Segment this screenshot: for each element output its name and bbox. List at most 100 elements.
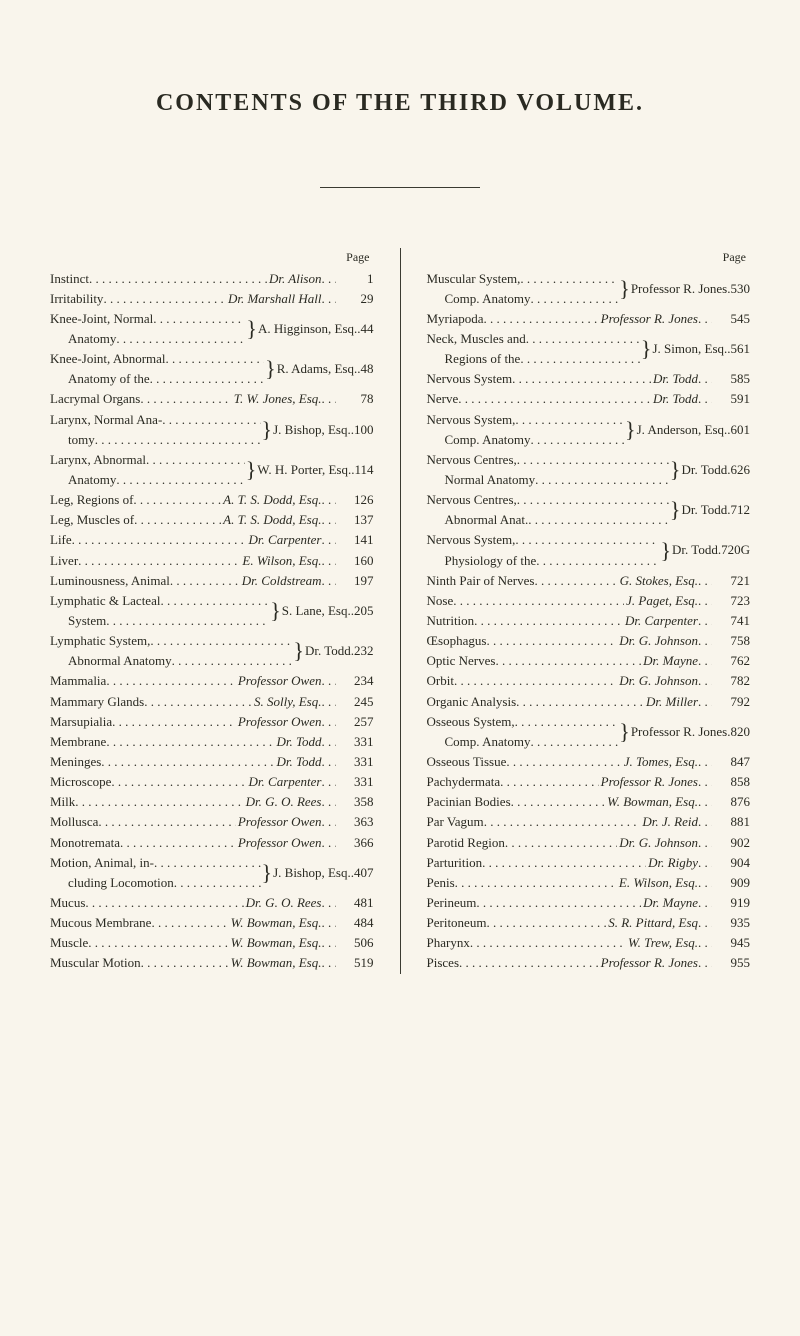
dot-leaders: . . . . . . . . . . . . . . . . . . . . … [98,812,235,832]
entry-label: Nerve [427,389,459,409]
entry-label: Leg, Regions of [50,490,133,510]
entry-page: 232 [354,641,374,661]
dot-leaders: . . . . . . . . . . . . . . . . . . . . … [322,752,336,772]
toc-entry-braced: Lymphatic & Lacteal . . . . . . . . . . … [50,591,374,631]
entry-page: 114 [354,460,373,480]
dot-leaders: . . . . . . . . . . . . . . . . . . . . … [520,269,618,289]
entry-author: Dr. Todd [274,732,321,752]
entry-label: Mammalia [50,671,106,691]
toc-entry: Optic Nerves . . . . . . . . . . . . . .… [427,651,751,671]
entry-page: 137 [336,510,374,530]
entry-author: Dr. Todd [681,500,727,520]
dot-leaders: . . . . . . . . . . . . . . . . . . . . … [134,510,221,530]
brace-icon: } [659,540,672,562]
entry-label-cont: Abnormal Anat. [445,510,529,530]
entry-page: 1 [336,269,374,289]
dot-leaders: . . . . . . . . . . . . . . . . . . . . … [151,913,228,933]
dot-leaders: . . . . . . . . . . . . . . . . . . . . … [322,269,336,289]
entry-label: Perineum [427,893,477,913]
entry-author: Dr. G. O. Rees [244,893,322,913]
entry-author: Dr. Coldstream [240,571,322,591]
toc-entry: Monotremata . . . . . . . . . . . . . . … [50,833,374,853]
entry-page: 909 [712,873,750,893]
entry-page: 591 [712,389,750,409]
dot-leaders: . . . . . . . . . . . . . . . . . . . . … [727,339,730,359]
entry-label: Instinct [50,269,89,289]
toc-entry: Nose . . . . . . . . . . . . . . . . . .… [427,591,751,611]
entry-author: Dr. Carpenter [247,772,322,792]
entry-page: 721 [712,571,750,591]
entry-label-cont: Regions of the [445,349,521,369]
dot-leaders: . . . . . . . . . . . . . . . . . . . . … [172,651,293,671]
entry-page: 48 [361,359,374,379]
entry-label: Myriapoda [427,309,484,329]
entry-label: Meninges [50,752,101,772]
entry-author: Dr. Alison [267,269,322,289]
entry-author: Professor R. Jones [599,772,698,792]
toc-columns: Page Instinct . . . . . . . . . . . . . … [50,248,750,974]
dot-leaders: . . . . . . . . . . . . . . . . . . . . … [85,893,243,913]
dot-leaders: . . . . . . . . . . . . . . . . . . . . … [698,389,712,409]
toc-entry: Life . . . . . . . . . . . . . . . . . .… [50,530,374,550]
entry-page: 720G [721,540,750,560]
toc-entry-braced: Larynx, Normal Ana- . . . . . . . . . . … [50,410,374,450]
entry-label: Lymphatic System, [50,631,150,651]
entry-page: 762 [712,651,750,671]
dot-leaders: . . . . . . . . . . . . . . . . . . . . … [698,369,712,389]
brace-icon: } [269,600,282,622]
dot-leaders: . . . . . . . . . . . . . . . . . . . . … [484,309,599,329]
entry-author: W. Bowman, Esq. [229,933,322,953]
entry-author: Professor R. Jones [599,953,698,973]
entry-page: 331 [336,752,374,772]
entry-author: W. H. Porter, Esq. [257,460,351,480]
brace-icon: } [261,419,274,441]
entry-author: W. Bowman, Esq. [605,792,698,812]
entry-page: 792 [712,692,750,712]
entry-label: Mammary Glands [50,692,144,712]
dot-leaders: . . . . . . . . . . . . . . . . . . . . … [534,571,617,591]
entry-author: J. Bishop, Esq. [273,863,351,883]
entry-page: 881 [712,812,750,832]
entry-page: 858 [712,772,750,792]
entry-author: Professor Owen [236,833,322,853]
entry-label: Lacrymal Organs [50,389,140,409]
toc-entry: Meninges . . . . . . . . . . . . . . . .… [50,752,374,772]
dot-leaders: . . . . . . . . . . . . . . . . . . . . … [474,611,623,631]
entry-label: Organic Analysis [427,692,517,712]
entry-author: E. Wilson, Esq. [617,873,698,893]
toc-entry: Irritability . . . . . . . . . . . . . .… [50,289,374,309]
entry-page: 358 [336,792,374,812]
brace-icon: } [618,721,631,743]
dot-leaders: . . . . . . . . . . . . . . . . . . . . … [482,853,646,873]
entry-page: 331 [336,732,374,752]
entry-page: 234 [336,671,374,691]
toc-entry: Mollusca . . . . . . . . . . . . . . . .… [50,812,374,832]
entry-label: Knee-Joint, Normal [50,309,153,329]
entry-page: 601 [731,420,751,440]
dot-leaders: . . . . . . . . . . . . . . . . . . . . … [698,772,712,792]
brace-icon: } [669,499,682,521]
dot-leaders: . . . . . . . . . . . . . . . . . . . . … [140,389,231,409]
entry-label: Neck, Muscles and [427,329,526,349]
entry-label: Leg, Muscles of [50,510,134,530]
entry-label: Nervous System, [427,410,516,430]
dot-leaders: . . . . . . . . . . . . . . . . . . . . … [455,873,617,893]
divider [50,187,750,188]
entry-label: Nervous Centres, [427,490,517,510]
dot-leaders: . . . . . . . . . . . . . . . . . . . . … [727,279,730,299]
entry-label-cont: Anatomy [68,470,116,490]
brace-icon: } [624,419,637,441]
toc-entry: Osseous Tissue . . . . . . . . . . . . .… [427,752,751,772]
dot-leaders: . . . . . . . . . . . . . . . . . . . . … [322,289,336,309]
toc-entry: Leg, Muscles of . . . . . . . . . . . . … [50,510,374,530]
toc-entry: Pisces . . . . . . . . . . . . . . . . .… [427,953,751,973]
dot-leaders: . . . . . . . . . . . . . . . . . . . . … [103,289,226,309]
toc-entry-braced: Osseous System, . . . . . . . . . . . . … [427,712,751,752]
entry-author: J. Anderson, Esq. [637,420,728,440]
toc-entry-braced: Nervous Centres, . . . . . . . . . . . .… [427,450,751,490]
entry-label: Irritability [50,289,103,309]
entry-author: T. W. Jones, Esq. [232,389,322,409]
toc-entry: Mucus . . . . . . . . . . . . . . . . . … [50,893,374,913]
entry-label: Parturition [427,853,483,873]
entry-label: Pharynx [427,933,470,953]
